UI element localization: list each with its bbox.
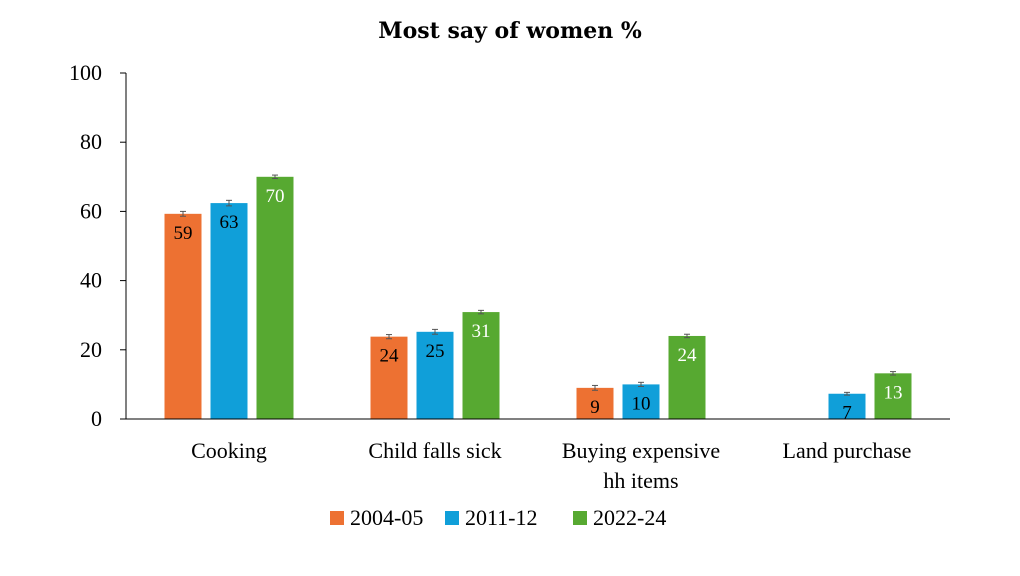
data-label: 59 xyxy=(174,223,193,244)
category-label-line: Child falls sick xyxy=(368,438,501,463)
category-label-line: Land purchase xyxy=(783,438,912,463)
data-label: 31 xyxy=(472,321,491,342)
bar-2011-12 xyxy=(622,384,660,419)
bar-2022-24 xyxy=(874,373,912,419)
y-tick-label: 100 xyxy=(69,60,102,85)
y-axis-ticks: 0 20 40 60 80 100 xyxy=(69,60,126,431)
legend-swatch xyxy=(445,511,459,525)
category-label: Child falls sick xyxy=(368,438,501,463)
legend-label: 2011-12 xyxy=(465,505,538,530)
bar-2004-05 xyxy=(370,336,408,419)
bar-2011-12 xyxy=(416,331,454,419)
category-label: Cooking xyxy=(191,438,267,463)
data-label: 9 xyxy=(590,397,600,418)
legend: 2004-05 2011-12 2022-24 xyxy=(330,505,666,530)
bar-2011-12 xyxy=(210,203,248,419)
data-label: 25 xyxy=(426,341,445,362)
category-label-line: Buying expensive xyxy=(562,438,720,463)
bar-2022-24 xyxy=(462,312,500,419)
y-tick-label: 40 xyxy=(80,268,102,293)
category-labels: Cooking Child falls sick Buying expensive h… xyxy=(191,438,911,493)
category-label-line: Cooking xyxy=(191,438,267,463)
data-label: 70 xyxy=(266,186,285,207)
legend-label: 2022-24 xyxy=(593,505,666,530)
legend-label: 2004-05 xyxy=(350,505,423,530)
y-tick-label: 60 xyxy=(80,198,102,223)
data-label: 10 xyxy=(632,393,651,414)
data-labels: 59 63 70 24 25 31 9 10 24 7 13 xyxy=(174,186,903,424)
category-label-line: hh items xyxy=(603,468,678,493)
data-label: 24 xyxy=(678,345,698,366)
legend-swatch xyxy=(330,511,344,525)
bar-2004-05 xyxy=(576,387,614,419)
category-label: Land purchase xyxy=(783,438,912,463)
category-label: Buying expensive hh items xyxy=(562,438,720,493)
data-label: 13 xyxy=(884,382,903,403)
bar-2011-12 xyxy=(828,393,866,419)
data-label: 63 xyxy=(220,212,239,233)
y-tick-label: 0 xyxy=(91,406,102,431)
legend-swatch xyxy=(573,511,587,525)
chart-title: Most say of women % xyxy=(378,18,642,44)
data-label: 24 xyxy=(380,346,400,367)
bar-2022-24 xyxy=(668,335,706,419)
bar-2004-05 xyxy=(164,213,202,419)
bar-2022-24 xyxy=(256,176,294,419)
y-tick-label: 20 xyxy=(80,337,102,362)
y-tick-label: 80 xyxy=(80,129,102,154)
bars xyxy=(164,174,912,419)
data-label: 7 xyxy=(842,403,852,424)
